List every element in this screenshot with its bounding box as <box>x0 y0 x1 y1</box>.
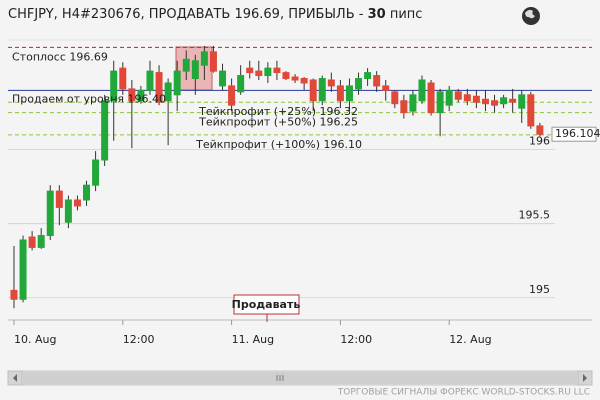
candle-body <box>472 95 480 103</box>
candle-body <box>173 70 181 96</box>
candle-body <box>37 235 45 248</box>
candle-body <box>282 72 290 80</box>
candle-body <box>101 100 109 161</box>
x-tick-label: 12:00 <box>340 333 372 346</box>
scrollbar[interactable] <box>7 370 593 386</box>
candle-body <box>391 91 399 105</box>
candle-body <box>119 67 127 90</box>
candle-body <box>155 72 163 103</box>
candle-body <box>481 98 489 105</box>
title-text: CHFJPY, H4#230676, ПРОДАВАТЬ 196.69, ПРИ… <box>8 7 368 22</box>
candle-body <box>191 60 199 80</box>
candle-body <box>500 97 508 105</box>
candle-body <box>382 85 390 91</box>
level-label: Стоплосс 196.69 <box>12 50 108 63</box>
x-tick-label: 12. Aug <box>449 333 491 346</box>
candle-body <box>182 58 190 72</box>
footer: ТОРГОВЫЕ СИГНАЛЫ ФОРЕКС WORLD-STOCKS.RU … <box>337 388 590 398</box>
candle-body <box>55 190 63 208</box>
candle-body <box>19 239 27 300</box>
candle-body <box>300 78 308 84</box>
candle-body <box>527 94 535 127</box>
candle-body <box>509 98 517 103</box>
candle-body <box>128 88 136 102</box>
candle-body <box>355 78 363 90</box>
level-label: Тейкпрофит (+50%) 196.25 <box>198 116 358 129</box>
candle-body <box>327 79 335 87</box>
annotation: Продавать <box>232 298 301 311</box>
candle-body <box>336 85 344 102</box>
y-tick-label: 196 <box>529 135 550 148</box>
candle-body <box>200 51 208 66</box>
x-tick-label: 10. Aug <box>14 333 56 346</box>
x-tick-label: 11. Aug <box>232 333 274 346</box>
level-label: Продаем от уровня 196.40 <box>12 92 166 105</box>
candle-body <box>209 51 217 72</box>
candle-body <box>309 79 317 102</box>
level-label: Тейкпрофит (+100%) 196.10 <box>195 138 362 151</box>
candle-body <box>137 89 145 102</box>
annotation-box <box>233 294 300 315</box>
candle-body <box>409 94 417 112</box>
title-profit: 30 <box>368 7 386 22</box>
y-tick-label: 195 <box>529 283 550 296</box>
candle-body <box>491 100 499 106</box>
candle-body <box>264 67 272 77</box>
candle-body <box>364 72 372 80</box>
candle-body <box>228 85 236 106</box>
candle-body <box>10 289 18 300</box>
candle-body <box>83 184 91 201</box>
candle-body <box>318 78 326 102</box>
plot: 195 195.5 196 10. Aug 12:00 11. Aug 12:00 12. A… <box>8 45 600 346</box>
last-price-box <box>551 126 597 142</box>
candle-body <box>373 75 381 87</box>
candle-body <box>28 236 36 248</box>
candle-body <box>518 94 526 109</box>
globe-icon <box>522 7 540 25</box>
candle-body <box>454 91 462 100</box>
last-price-label: 196.104 <box>555 127 600 140</box>
candle-body <box>418 79 426 102</box>
candle-body <box>427 82 435 114</box>
title-unit: пипс <box>386 7 423 22</box>
candle-body <box>463 94 471 102</box>
candle-body <box>73 199 81 207</box>
candle-body <box>146 70 154 91</box>
candle-body <box>64 199 72 223</box>
candle-body <box>237 75 245 93</box>
candle-body <box>46 190 54 237</box>
candle-body <box>445 89 453 106</box>
candle-body <box>436 91 444 114</box>
candle-body <box>345 85 353 102</box>
candle-body <box>400 100 408 114</box>
candle-body <box>273 67 281 74</box>
candle-body <box>246 67 254 74</box>
x-tick-label: 12:00 <box>123 333 155 346</box>
y-tick-label: 195.5 <box>519 209 551 222</box>
candle-body <box>291 76 299 81</box>
candle-body <box>255 70 263 77</box>
candle-body <box>92 159 100 186</box>
level-label: Тейкпрофит (+25%) 196.32 <box>198 105 358 118</box>
candle-body <box>110 70 118 102</box>
chart-title: CHFJPY, H4#230676, ПРОДАВАТЬ 196.69, ПРИ… <box>8 7 422 22</box>
candle-body <box>164 82 172 102</box>
candle-body <box>536 125 544 135</box>
candle-body <box>219 70 227 87</box>
